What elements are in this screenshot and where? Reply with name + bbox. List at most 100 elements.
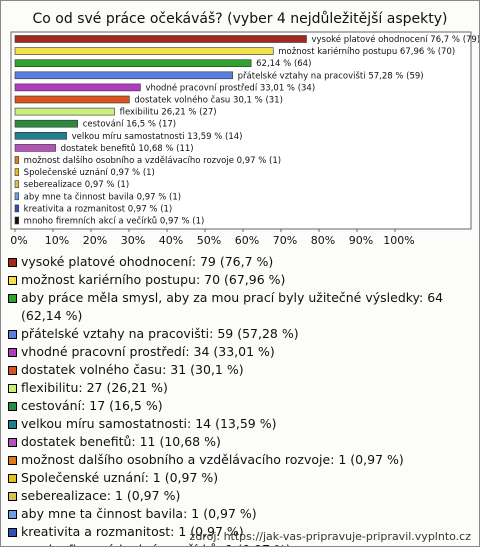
legend-text: seberealizace: 1 (0,97 %) (21, 488, 181, 503)
bar-label: mnoho firemních akcí a večírků 0,97 % (1… (24, 215, 205, 226)
bar (14, 119, 79, 128)
bar (14, 192, 19, 201)
value-label: 0,97 % (1) (160, 216, 204, 226)
bar (14, 144, 56, 152)
x-tick-label: 30% (121, 234, 145, 247)
legend-text: možnost kariérního postupu: 70 (67,96 %) (21, 272, 286, 287)
bar-category: velkou míru samostatnosti (72, 131, 185, 141)
value-label: 16,5 % (17) (126, 119, 176, 129)
bar-label: dostatek benefitů 10,68 % (11) (61, 142, 194, 153)
legend-swatch (8, 492, 17, 501)
bar-label: kreativita a rozmanitost 0,97 % (1) (24, 204, 173, 214)
legend-swatch (8, 348, 17, 357)
bar-label: možnost kariérního postupu 67,96 % (70) (278, 46, 455, 57)
legend-item: dostatek volného času: 31 (30,1 %) (7, 361, 471, 379)
x-tick-label: 100% (383, 234, 414, 247)
bar-category: vhodné pracovní prostředí (145, 82, 257, 93)
value-label: 62,14 % (64) (256, 59, 311, 69)
bar-category: možnost dalšího osobního a vzdělávacího … (24, 155, 234, 166)
legend-item: mnoho firemních akcí a večírků: 1 (0,97 … (7, 541, 471, 546)
bar (14, 83, 141, 92)
legend-swatch (8, 402, 17, 411)
bar-label: vysoké platové ohodnocení 76,7 % (79) (311, 34, 479, 45)
legend-text: cestování: 17 (16,5 %) (21, 398, 163, 413)
bar (14, 59, 252, 68)
legend-item: flexibilitu: 27 (26,21 %) (7, 379, 471, 397)
legend-item: vysoké platové ohodnocení: 79 (76,7 %) (7, 253, 471, 271)
legend-item: aby mne ta činnost bavila: 1 (0,97 %) (7, 505, 471, 523)
legend-text: možnost dalšího osobního a vzdělávacího … (21, 452, 404, 467)
value-label: 67,96 % (70) (400, 47, 455, 57)
bar (14, 47, 274, 55)
x-tick-label: 60% (235, 234, 259, 247)
value-label: 0,97 % (1) (137, 192, 181, 202)
bar-category: možnost kariérního postupu (278, 46, 397, 57)
legend-item: aby práce měla smysl, aby za mou prací b… (7, 289, 471, 325)
legend-item: přátelské vztahy na pracovišti: 59 (57,2… (7, 325, 471, 343)
bar (14, 132, 67, 140)
legend-text: aby mne ta činnost bavila: 1 (0,97 %) (21, 506, 257, 521)
bar-category: flexibilitu (120, 107, 159, 117)
x-tick-label: 80% (311, 234, 335, 247)
legend-text: vhodné pracovní prostředí: 34 (33,01 %) (21, 344, 275, 359)
legend-swatch (8, 510, 17, 519)
legend-swatch (8, 474, 17, 483)
bar (14, 216, 19, 225)
x-tick-label: 70% (273, 234, 297, 247)
legend-item: Společenské uznání: 1 (0,97 %) (7, 469, 471, 487)
bar (14, 35, 307, 43)
legend-item: cestování: 17 (16,5 %) (7, 397, 471, 415)
legend-text: vysoké platové ohodnocení: 79 (76,7 %) (21, 254, 274, 269)
legend-item: kreativita a rozmanitost: 1 (0,97 %) (7, 523, 471, 541)
bar (14, 168, 19, 176)
legend-swatch (8, 366, 17, 375)
bar-label: seberealizace 0,97 % (1) (24, 180, 129, 190)
bar (14, 156, 19, 164)
chart-title: Co od své práce očekáváš? (vyber 4 nejdů… (33, 11, 448, 27)
legend-swatch (8, 438, 17, 447)
bar (14, 71, 233, 80)
bar-label: cestování 16,5 % (17) (83, 119, 176, 129)
x-tick-label: 90% (349, 234, 373, 247)
legend-swatch (8, 456, 17, 465)
bar-label: aby mne ta činnost bavila 0,97 % (1) (24, 191, 181, 202)
legend-text: přátelské vztahy na pracovišti: 59 (57,2… (21, 326, 299, 341)
value-label: 26,21 % (27) (161, 107, 216, 117)
x-tick-label: 0% (10, 234, 27, 247)
legend-swatch (8, 384, 17, 393)
x-tick-label: 20% (83, 234, 107, 247)
bar (14, 180, 19, 188)
bar (14, 107, 115, 116)
value-label: 0,97 % (1) (237, 156, 281, 166)
x-tick-label: 10% (45, 234, 69, 247)
legend-item: seberealizace: 1 (0,97 %) (7, 487, 471, 505)
legend-item: možnost dalšího osobního a vzdělávacího … (7, 451, 471, 469)
bar-category: vysoké platové ohodnocení (311, 34, 428, 45)
legend: vysoké platové ohodnocení: 79 (76,7 %) mo… (7, 253, 471, 546)
legend-swatch (8, 276, 17, 285)
value-label: 33,01 % (34) (260, 83, 315, 93)
value-label: 13,59 % (14) (187, 131, 242, 141)
value-label: 30,1 % (31) (233, 95, 283, 105)
chart: Co od své práce očekáváš? (vyber 4 nejdů… (10, 11, 479, 247)
value-label: 76,7 % (79) (430, 35, 479, 45)
source: zdroj: https://jak-vas-pripravuje-pripra… (189, 530, 471, 543)
bar-category: Společenské uznání (24, 167, 109, 178)
bar-category: aby mne ta činnost bavila (24, 191, 134, 202)
legend-swatch (8, 294, 17, 303)
bar (14, 95, 130, 104)
legend-swatch (8, 258, 17, 267)
value-label: 57,28 % (59) (368, 71, 423, 81)
value-label: 0,97 % (1) (110, 168, 154, 178)
legend-swatch (8, 528, 17, 537)
legend-text: Společenské uznání: 1 (0,97 %) (21, 470, 219, 485)
legend-swatch (8, 420, 17, 429)
bar-label: dostatek volného času 30,1 % (31) (134, 94, 283, 105)
legend-item: dostatek benefitů: 11 (10,68 %) (7, 433, 471, 451)
bar-label: přátelské vztahy na pracovišti 57,28 % (… (238, 70, 424, 81)
bar-category: mnoho firemních akcí a večírků (24, 215, 157, 226)
legend-text: flexibilitu: 27 (26,21 %) (21, 380, 168, 395)
bar (14, 204, 19, 213)
legend-text: kreativita a rozmanitost: 1 (0,97 %) (21, 524, 244, 539)
